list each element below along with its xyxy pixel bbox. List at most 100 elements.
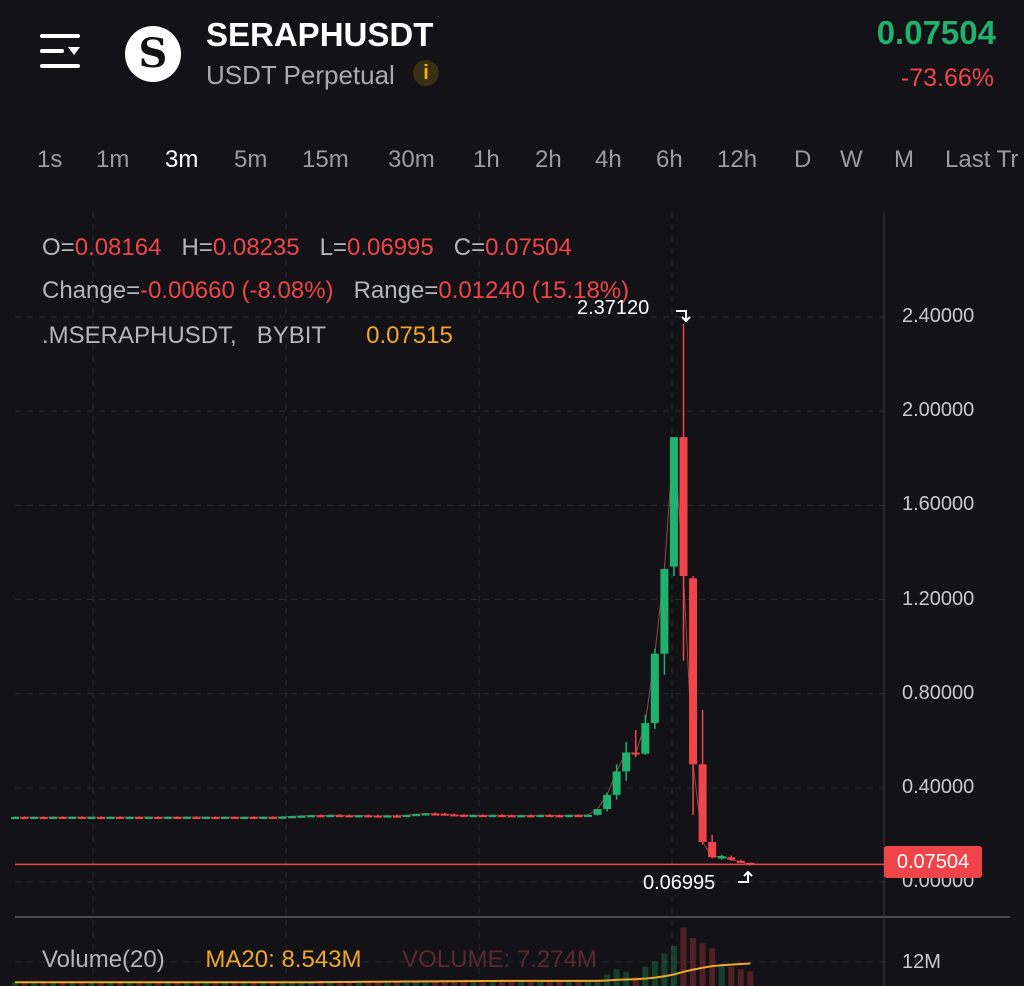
tab-timeframe-m[interactable]: M bbox=[894, 146, 914, 173]
candle-body bbox=[297, 815, 306, 818]
ohlc-legend: O=0.08164 H=0.08235 L=0.06995 C=0.07504 bbox=[42, 234, 572, 262]
tab-timeframe-1s[interactable]: 1s bbox=[37, 146, 63, 173]
volume-bar bbox=[174, 982, 181, 986]
volume-bar bbox=[212, 982, 219, 986]
candle-body bbox=[555, 815, 564, 818]
candle-body bbox=[421, 813, 430, 816]
volume-bar bbox=[518, 980, 525, 986]
volume-bar bbox=[403, 980, 410, 986]
candle-body bbox=[202, 817, 210, 820]
candle-body bbox=[287, 816, 296, 819]
tab-timeframe-5m[interactable]: 5m bbox=[234, 146, 268, 173]
tab-timeframe-15m[interactable]: 15m bbox=[302, 146, 349, 173]
volume-bar bbox=[12, 982, 18, 986]
candle-body bbox=[545, 815, 554, 818]
symbol-title[interactable]: SERAPHUSDT bbox=[206, 16, 434, 53]
candle-body bbox=[106, 817, 115, 820]
candle-body bbox=[211, 817, 220, 820]
volume-bar bbox=[432, 980, 439, 986]
volume-bar bbox=[231, 982, 238, 986]
candle-body bbox=[192, 817, 201, 820]
tab-timeframe-4h[interactable]: 4h bbox=[595, 146, 622, 173]
candle-body bbox=[116, 817, 125, 820]
volume-bar bbox=[451, 980, 458, 986]
candle-body bbox=[68, 817, 77, 820]
candle-body bbox=[603, 794, 612, 810]
volume-bar bbox=[422, 980, 429, 986]
timeframe-tabs: 1s 1m 3m 5m 15m 30m 1h 2h 4h 6h 12h D W M Last Tr bbox=[0, 146, 1024, 180]
candle-body bbox=[431, 813, 440, 816]
tab-timeframe-12h[interactable]: 12h bbox=[717, 146, 758, 173]
y-tick-label: 2.40000 bbox=[902, 305, 975, 328]
volume-bar bbox=[260, 982, 267, 986]
info-icon[interactable]: i bbox=[413, 60, 439, 86]
change-legend: Change=-0.00660 (-8.08%) Range=0.01240 (… bbox=[42, 277, 629, 305]
volume-bar bbox=[651, 961, 658, 986]
volume-bar bbox=[699, 943, 706, 986]
candle-body bbox=[736, 860, 745, 863]
candle-body bbox=[727, 857, 736, 860]
volume-bar bbox=[460, 980, 467, 986]
y-tick-label: 2.00000 bbox=[902, 399, 975, 422]
volume-bar bbox=[680, 927, 687, 986]
close-line bbox=[14, 437, 751, 865]
volume-bar bbox=[136, 982, 143, 986]
volume-bar bbox=[31, 982, 38, 986]
candle-body bbox=[536, 815, 545, 818]
menu-line bbox=[40, 34, 80, 38]
candle-body bbox=[154, 817, 163, 820]
volume-bar bbox=[413, 980, 420, 986]
volume-bar bbox=[642, 966, 649, 986]
candle-body bbox=[135, 817, 144, 820]
candle-body bbox=[412, 814, 421, 817]
y-tick-label: 1.20000 bbox=[902, 587, 975, 610]
volume-label: Volume(20) bbox=[42, 946, 165, 973]
contract-type: USDT Perpetual bbox=[206, 60, 395, 90]
candle-body bbox=[163, 817, 172, 820]
volume-bar bbox=[308, 982, 315, 986]
volume-bar bbox=[279, 982, 286, 986]
candle-body bbox=[584, 814, 592, 817]
volume-bar bbox=[556, 980, 563, 986]
candle-body bbox=[612, 771, 621, 795]
volume-bar bbox=[594, 979, 601, 986]
volume-bar bbox=[107, 982, 114, 986]
tab-timeframe-1h[interactable]: 1h bbox=[473, 146, 500, 173]
high-value: 0.08235 bbox=[212, 234, 300, 261]
volume-bar bbox=[499, 980, 506, 986]
dropdown-arrow-icon bbox=[68, 47, 80, 55]
menu-line bbox=[40, 49, 64, 53]
candle-body bbox=[125, 817, 134, 820]
volume-bar bbox=[288, 982, 295, 986]
tab-timeframe-6h[interactable]: 6h bbox=[656, 146, 683, 173]
candle-body bbox=[326, 815, 335, 818]
candle-body bbox=[268, 817, 277, 820]
candle-body bbox=[488, 815, 497, 818]
tab-timeframe-d[interactable]: D bbox=[794, 146, 812, 173]
candle-body bbox=[96, 817, 105, 820]
candle-body bbox=[182, 817, 191, 820]
candle-body bbox=[249, 817, 258, 820]
tab-timeframe-last-tr[interactable]: Last Tr bbox=[945, 146, 1019, 173]
tab-timeframe-1m[interactable]: 1m bbox=[96, 146, 130, 173]
volume-bar bbox=[355, 980, 362, 986]
volume-bar bbox=[565, 980, 572, 986]
volume-bar bbox=[88, 982, 95, 986]
volume-bar bbox=[336, 980, 343, 986]
menu-button[interactable] bbox=[40, 34, 80, 70]
high-label: H= bbox=[181, 234, 213, 261]
tab-timeframe-2h[interactable]: 2h bbox=[535, 146, 562, 173]
volume-bar bbox=[97, 982, 104, 986]
volume-bar bbox=[222, 982, 229, 986]
volume-bar bbox=[183, 982, 190, 986]
candle-body bbox=[39, 817, 48, 820]
volume-bar bbox=[508, 980, 515, 986]
low-label: L= bbox=[319, 234, 347, 261]
volume-bar bbox=[365, 980, 372, 986]
candle-body bbox=[240, 817, 249, 820]
tab-timeframe-w[interactable]: W bbox=[840, 146, 863, 173]
tab-timeframe-3m[interactable]: 3m bbox=[165, 146, 199, 173]
y-tick-label: 0.40000 bbox=[902, 775, 975, 798]
tab-timeframe-30m[interactable]: 30m bbox=[388, 146, 435, 173]
